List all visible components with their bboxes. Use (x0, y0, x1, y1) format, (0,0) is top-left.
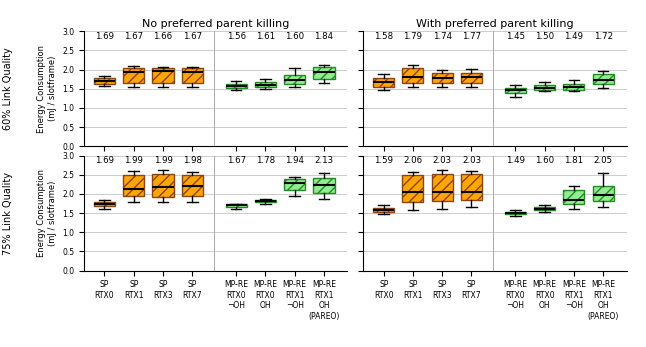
PathPatch shape (123, 68, 144, 83)
PathPatch shape (225, 204, 247, 208)
Text: 1.94: 1.94 (286, 156, 304, 166)
PathPatch shape (563, 84, 585, 90)
Text: 1.67: 1.67 (227, 156, 245, 166)
Text: 1.58: 1.58 (374, 32, 393, 41)
Text: 1.59: 1.59 (374, 156, 393, 166)
Text: 1.69: 1.69 (95, 32, 114, 41)
PathPatch shape (461, 73, 482, 83)
Text: 1.61: 1.61 (256, 32, 275, 41)
PathPatch shape (313, 67, 335, 79)
PathPatch shape (563, 190, 585, 204)
PathPatch shape (152, 174, 174, 197)
Text: 1.67: 1.67 (124, 32, 143, 41)
PathPatch shape (592, 186, 614, 201)
PathPatch shape (505, 212, 526, 214)
Text: 1.81: 1.81 (565, 156, 583, 166)
Text: 2.05: 2.05 (594, 156, 613, 166)
PathPatch shape (94, 78, 115, 84)
Text: 1.99: 1.99 (154, 156, 172, 166)
Text: 2.13: 2.13 (315, 156, 333, 166)
PathPatch shape (152, 68, 174, 83)
Text: 1.72: 1.72 (594, 32, 613, 41)
Text: 2.03: 2.03 (462, 156, 481, 166)
PathPatch shape (373, 78, 394, 87)
PathPatch shape (225, 84, 247, 88)
PathPatch shape (94, 202, 115, 206)
Text: 1.77: 1.77 (462, 32, 481, 41)
PathPatch shape (461, 174, 482, 200)
PathPatch shape (402, 68, 424, 83)
Y-axis label: Energy Consumption
(mJ / slotframe): Energy Consumption (mJ / slotframe) (37, 169, 57, 257)
PathPatch shape (373, 208, 394, 212)
Text: 60% Link Quality: 60% Link Quality (3, 48, 13, 130)
Text: 1.60: 1.60 (285, 32, 304, 41)
PathPatch shape (255, 82, 276, 87)
PathPatch shape (284, 179, 306, 190)
Text: 2.06: 2.06 (403, 156, 422, 166)
PathPatch shape (432, 74, 453, 83)
Text: 1.66: 1.66 (154, 32, 172, 41)
Text: 1.56: 1.56 (227, 32, 245, 41)
Text: 75% Link Quality: 75% Link Quality (3, 172, 13, 255)
Text: 1.50: 1.50 (535, 32, 554, 41)
PathPatch shape (534, 85, 555, 90)
Text: 1.67: 1.67 (183, 32, 202, 41)
Y-axis label: Energy Consumption
(mJ / slotframe): Energy Consumption (mJ / slotframe) (37, 45, 57, 133)
Text: 1.60: 1.60 (535, 156, 554, 166)
Text: 1.78: 1.78 (256, 156, 275, 166)
Text: 1.74: 1.74 (433, 32, 452, 41)
PathPatch shape (592, 74, 614, 84)
PathPatch shape (255, 200, 276, 202)
PathPatch shape (182, 68, 203, 83)
Text: 1.49: 1.49 (506, 156, 525, 166)
PathPatch shape (534, 206, 555, 210)
Title: With preferred parent killing: With preferred parent killing (416, 19, 574, 29)
Text: 1.49: 1.49 (565, 32, 583, 41)
Text: 1.98: 1.98 (183, 156, 202, 166)
Text: 1.84: 1.84 (315, 32, 333, 41)
Text: 1.69: 1.69 (95, 156, 114, 166)
Text: 2.03: 2.03 (433, 156, 452, 166)
PathPatch shape (123, 175, 144, 196)
PathPatch shape (432, 174, 453, 201)
Text: 1.79: 1.79 (404, 32, 422, 41)
Text: 1.45: 1.45 (506, 32, 525, 41)
PathPatch shape (182, 175, 203, 196)
Title: No preferred parent killing: No preferred parent killing (142, 19, 289, 29)
PathPatch shape (402, 175, 424, 202)
PathPatch shape (284, 75, 306, 84)
PathPatch shape (313, 178, 335, 193)
PathPatch shape (505, 88, 526, 93)
Text: 1.99: 1.99 (124, 156, 143, 166)
